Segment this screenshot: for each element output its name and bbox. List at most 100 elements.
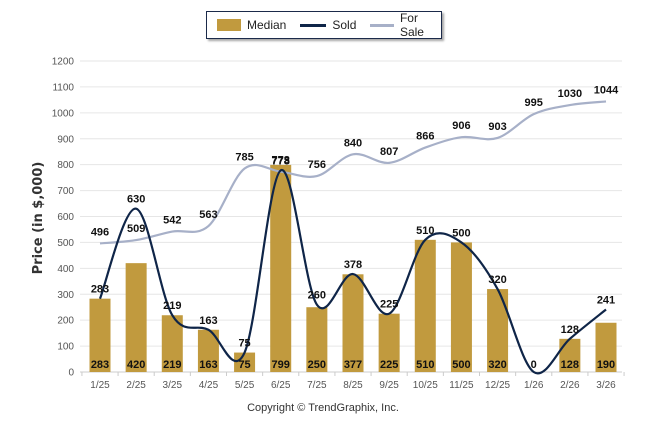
median-bar	[89, 298, 111, 372]
y-tick-label: 500	[57, 238, 74, 249]
median-bar	[234, 352, 256, 372]
median-bar	[161, 315, 183, 372]
sold-value-label: 75	[238, 338, 250, 350]
sold-swatch	[300, 23, 327, 27]
x-tick-label: 8/25	[343, 380, 363, 391]
x-tick-label: 11/25	[449, 380, 474, 391]
median-value-label: 219	[163, 359, 181, 371]
forsale-value-label: 542	[163, 215, 181, 227]
median-bar	[487, 289, 509, 372]
sold-value-label: 500	[452, 227, 470, 239]
y-tick-label: 600	[57, 212, 74, 223]
forsale-value-label: 807	[380, 146, 398, 158]
y-tick-label: 800	[57, 160, 74, 171]
median-value-label: 377	[344, 359, 362, 371]
series-lines	[98, 100, 607, 375]
x-tick-label: 3/26	[596, 380, 616, 391]
forsale-swatch	[370, 23, 394, 27]
y-tick-label: 1000	[52, 108, 75, 119]
median-value-label: 250	[308, 359, 326, 371]
y-axis-ticks: 0 100 200 300 400 500 600 700 800 900 1000 1100 1200	[52, 57, 75, 379]
median-value-label: 420	[127, 359, 145, 371]
legend-label-median: Median	[247, 18, 287, 32]
median-bar	[342, 274, 364, 372]
x-tick-label: 2/26	[560, 380, 580, 391]
forsale-value-label: 1044	[594, 84, 619, 96]
x-tick-label: 12/25	[485, 380, 510, 391]
y-axis-label: Price (in $,000)	[31, 162, 46, 275]
sold-value-label: 225	[380, 299, 398, 311]
forsale-value-label: 756	[308, 159, 326, 171]
forsale-value-label: 496	[91, 226, 109, 238]
forsale-value-label: 563	[199, 209, 217, 221]
copyright-text: Copyright © TrendGraphix, Inc.	[247, 402, 399, 414]
x-tick-label: 1/25	[90, 380, 110, 391]
y-tick-label: 1100	[52, 82, 74, 93]
sold-value-label: 219	[163, 300, 181, 312]
median-bar	[559, 338, 581, 372]
median-bar	[378, 313, 400, 372]
y-tick-label: 700	[57, 186, 74, 197]
median-value-label: 190	[597, 359, 615, 371]
legend-item-median: Median	[217, 18, 286, 32]
x-tick-label: 5/25	[235, 380, 255, 391]
median-bars	[89, 164, 617, 372]
y-tick-label: 900	[57, 134, 74, 145]
legend-item-sold: Sold	[300, 18, 356, 32]
median-value-label: 799	[272, 359, 290, 371]
median-bar	[450, 242, 472, 372]
forsale-value-label: 509	[127, 223, 145, 235]
median-bar	[595, 322, 617, 372]
sold-value-label: 320	[488, 274, 506, 286]
y-tick-label: 200	[57, 316, 74, 327]
median-bar	[414, 239, 436, 372]
forsale-value-label: 995	[525, 97, 543, 109]
median-value-label: 75	[238, 359, 250, 371]
median-value-label: 510	[416, 359, 434, 371]
y-tick-label: 0	[68, 368, 74, 379]
sold-value-label: 128	[561, 324, 579, 336]
median-value-label: 320	[488, 359, 506, 371]
y-tick-label: 300	[57, 290, 74, 301]
legend-item-forsale: For Sale	[370, 11, 441, 39]
median-bar	[125, 263, 147, 372]
x-tick-label: 4/25	[199, 380, 219, 391]
median-bar	[197, 329, 219, 372]
sold-value-label: 163	[199, 315, 217, 327]
x-tick-label: 9/25	[379, 380, 399, 391]
sold-value-label: 241	[597, 295, 615, 307]
forsale-value-label: 866	[416, 131, 434, 143]
median-value-label: 163	[199, 359, 217, 371]
forsale-value-label: 906	[452, 120, 470, 132]
y-tick-label: 1200	[52, 57, 75, 68]
median-value-label: 283	[91, 359, 109, 371]
sold-value-label: 378	[344, 259, 362, 271]
forsale-value-label: 1030	[558, 88, 582, 100]
sold-value-label: 260	[308, 290, 326, 302]
x-tick-label: 6/25	[271, 380, 291, 391]
chart-legend: Median Sold For Sale	[206, 11, 442, 39]
legend-label-sold: Sold	[332, 18, 357, 32]
legend-label-forsale: For Sale	[399, 11, 424, 39]
median-bar	[306, 307, 328, 372]
sold-value-label: 630	[127, 194, 145, 206]
median-value-label: 0	[531, 359, 537, 371]
forsale-line	[99, 100, 607, 245]
x-tick-label: 2/25	[126, 380, 146, 391]
sold-value-label: 510	[416, 225, 434, 237]
forsale-value-label: 785	[235, 152, 253, 164]
median-bar	[270, 164, 292, 372]
median-swatch	[217, 19, 241, 31]
x-tick-label: 7/25	[307, 380, 327, 391]
sold-value-label: 283	[91, 284, 109, 296]
forsale-value-label: 840	[344, 137, 362, 149]
x-axis-ticks: 1/25 2/25 3/25 4/25 5/25 6/25 7/25 8/25 9/25 10/2…	[81, 372, 625, 391]
forsale-value-label: 903	[488, 121, 506, 133]
x-tick-label: 3/25	[163, 380, 183, 391]
forsale-value-label: 773	[272, 155, 290, 167]
median-value-label: 225	[380, 359, 398, 371]
sold-line	[98, 169, 607, 375]
median-value-label: 500	[452, 359, 470, 371]
y-tick-label: 100	[57, 342, 74, 353]
